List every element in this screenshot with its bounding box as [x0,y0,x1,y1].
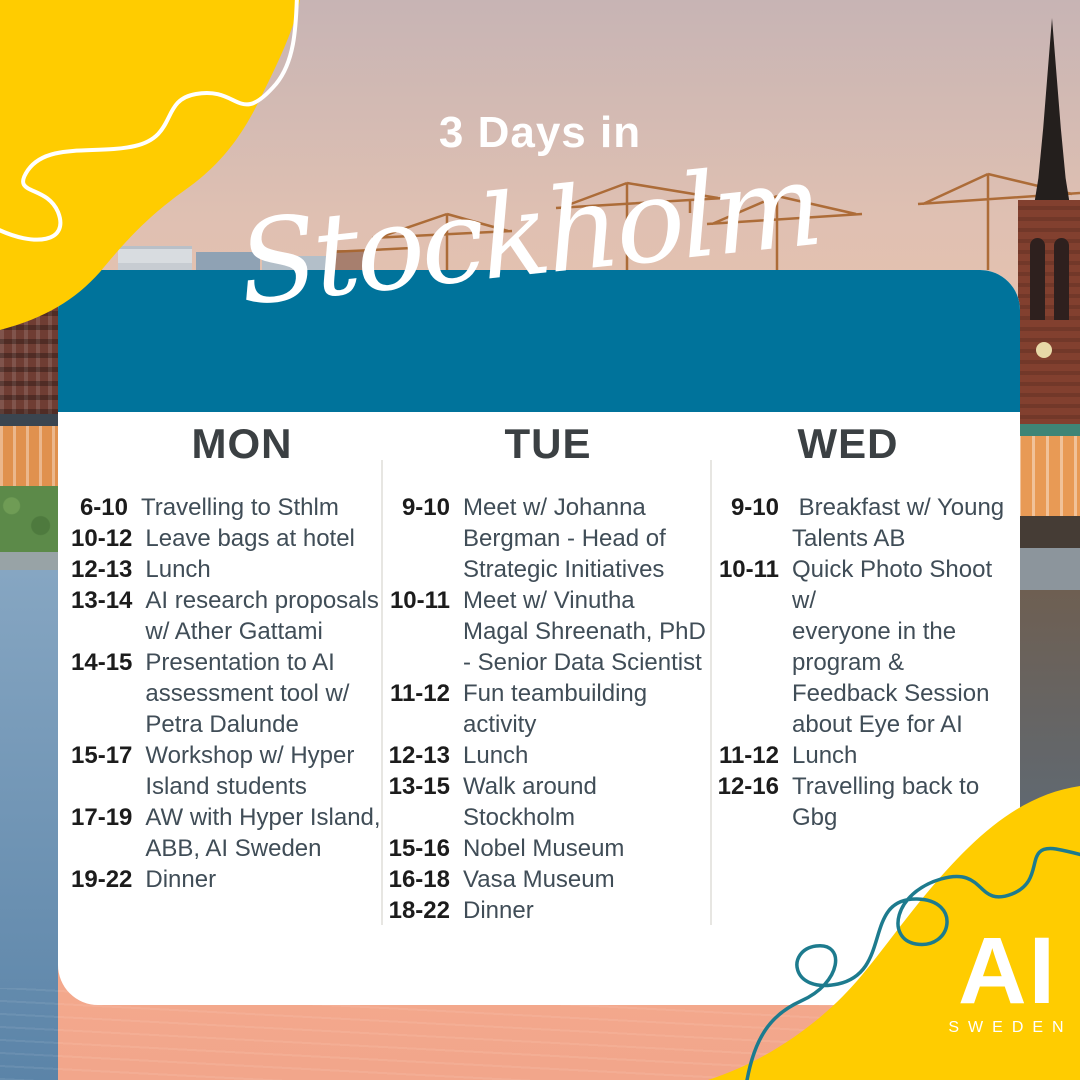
item-time: 11-12 [718,742,779,769]
tower-ledge [1018,424,1080,436]
tower-window [1054,238,1069,320]
item-text: AI research proposals w/ Ather Gattami [145,587,379,645]
item-time: 12-16 [717,773,779,800]
item-time: 15-16 [388,835,450,862]
item-text: Presentation to AI assessment tool w/ Pe… [145,649,350,738]
item-time: 19-22 [71,866,133,893]
day-column-tue: 9-10 Meet w/ Johanna Bergman - Head of St… [388,492,710,926]
item-time: 14-15 [71,649,133,676]
item-time: 15-17 [71,742,133,769]
day-column-mon: 6-10 Travelling to Sthlm 10-12 Leave bags a… [71,492,383,895]
doodle-swirl-white [0,0,299,242]
schedule-item: 15-17 Workshop w/ Hyper Island students [71,740,383,802]
schedule-item: 10-11 Quick Photo Shoot w/ everyone in th… [716,554,1020,740]
brick-building [0,302,58,414]
item-time: 6-10 [79,494,128,521]
orange-building [1018,436,1080,516]
schedule-item: 19-22 Dinner [71,864,383,895]
day-column-wed: 9-10 Breakfast w/ Young Talents AB 10-11 Q… [716,492,1020,833]
item-text: AW with Hyper Island, ABB, AI Sweden [145,804,381,862]
skyline-building [330,250,368,272]
schedule-item: 12-16 Travelling back to Gbg [716,771,1020,833]
item-time: 9-10 [730,494,779,521]
item-text: Meet w/ Johanna Bergman - Head of Strate… [463,494,666,583]
logo-text: AI [958,918,1057,1024]
item-text: Breakfast w/ Young Talents AB [792,494,1005,552]
quay [0,552,58,570]
skyline-building [118,246,192,272]
item-text: Vasa Museum [463,866,615,893]
item-time: 18-22 [388,897,450,924]
schedule-item: 12-13 Lunch [388,740,710,771]
item-text: Workshop w/ Hyper Island students [145,742,355,800]
item-time: 16-18 [388,866,450,893]
schedule-item: 16-18 Vasa Museum [388,864,710,895]
item-text: Dinner [145,866,217,893]
item-text: Quick Photo Shoot w/ everyone in the pro… [792,556,993,738]
item-time: 9-10 [401,494,450,521]
skyline-building [262,256,330,272]
schedule-card: MON TUE WED 6-10 Travelling to Sthlm 10-12… [58,270,1020,1005]
item-text: Lunch [792,742,858,769]
orange-building [0,426,58,486]
schedule-item: 6-10 Travelling to Sthlm [71,492,383,523]
item-time: 10-11 [389,587,450,614]
item-text: Walk around Stockholm [463,773,597,831]
yellow-blob-top-left [0,0,300,330]
item-time: 13-15 [388,773,450,800]
item-time: 13-14 [71,587,133,614]
tower-clock [1036,342,1052,358]
column-divider [381,460,383,925]
schedule-item: 13-15 Walk around Stockholm [388,771,710,833]
schedule-item: 10-11 Meet w/ Vinutha Magal Shreenath, Ph… [388,585,710,678]
item-text: Travelling to Sthlm [141,494,339,521]
item-time: 17-19 [71,804,133,831]
item-text: Lunch [145,556,211,583]
item-text: Fun teambuilding activity [463,680,648,738]
schedule-item: 17-19 AW with Hyper Island, ABB, AI Swede… [71,802,383,864]
trees [0,486,58,552]
item-text: Dinner [463,897,534,924]
schedule-item: 13-14 AI research proposals w/ Ather Gatt… [71,585,383,647]
ai-sweden-logo: AI SWEDEN [935,918,1080,1037]
item-time: 10-12 [71,525,133,552]
item-text: Lunch [463,742,529,769]
roof [0,414,58,426]
item-text: Leave bags at hotel [145,525,355,552]
item-time: 10-11 [718,556,779,583]
schedule-item: 11-12 Lunch [716,740,1020,771]
skyline-building [196,252,260,272]
day-header-tue: TUE [504,420,592,467]
day-header-wed: WED [797,420,899,467]
schedule-item: 15-16 Nobel Museum [388,833,710,864]
doodle-swirl-teal [745,846,1080,1080]
item-time: 12-13 [388,742,450,769]
construction-cranes [329,172,1080,270]
photo-left-strip [0,0,58,1080]
item-text: Travelling back to Gbg [792,773,980,831]
logo-subtext: SWEDEN [948,1019,1073,1036]
item-text: Meet w/ Vinutha Magal Shreenath, PhD - S… [463,587,706,676]
schedule-item: 12-13 Lunch [71,554,383,585]
schedule-item: 18-22 Dinner [388,895,710,926]
yellow-blob-bottom-right [708,786,1080,1080]
day-header-mon: MON [191,420,293,467]
rocks [1018,516,1080,548]
schedule-item: 9-10 Meet w/ Johanna Bergman - Head of St… [388,492,710,585]
schedule-item: 14-15 Presentation to AI assessment tool … [71,647,383,740]
poster-title: 3 Days in [438,108,642,157]
church-tower [1018,200,1080,430]
water [0,570,58,1080]
column-divider [710,460,712,925]
card-teal-header [58,270,1020,412]
schedule-item: 10-12 Leave bags at hotel [71,523,383,554]
item-time: 11-12 [389,680,450,707]
item-text: Nobel Museum [463,835,625,862]
schedule-item: 9-10 Breakfast w/ Young Talents AB [716,492,1020,554]
quay [1018,548,1080,590]
item-time: 12-13 [71,556,133,583]
tower-window [1030,238,1045,320]
schedule-item: 11-12 Fun teambuilding activity [388,678,710,740]
